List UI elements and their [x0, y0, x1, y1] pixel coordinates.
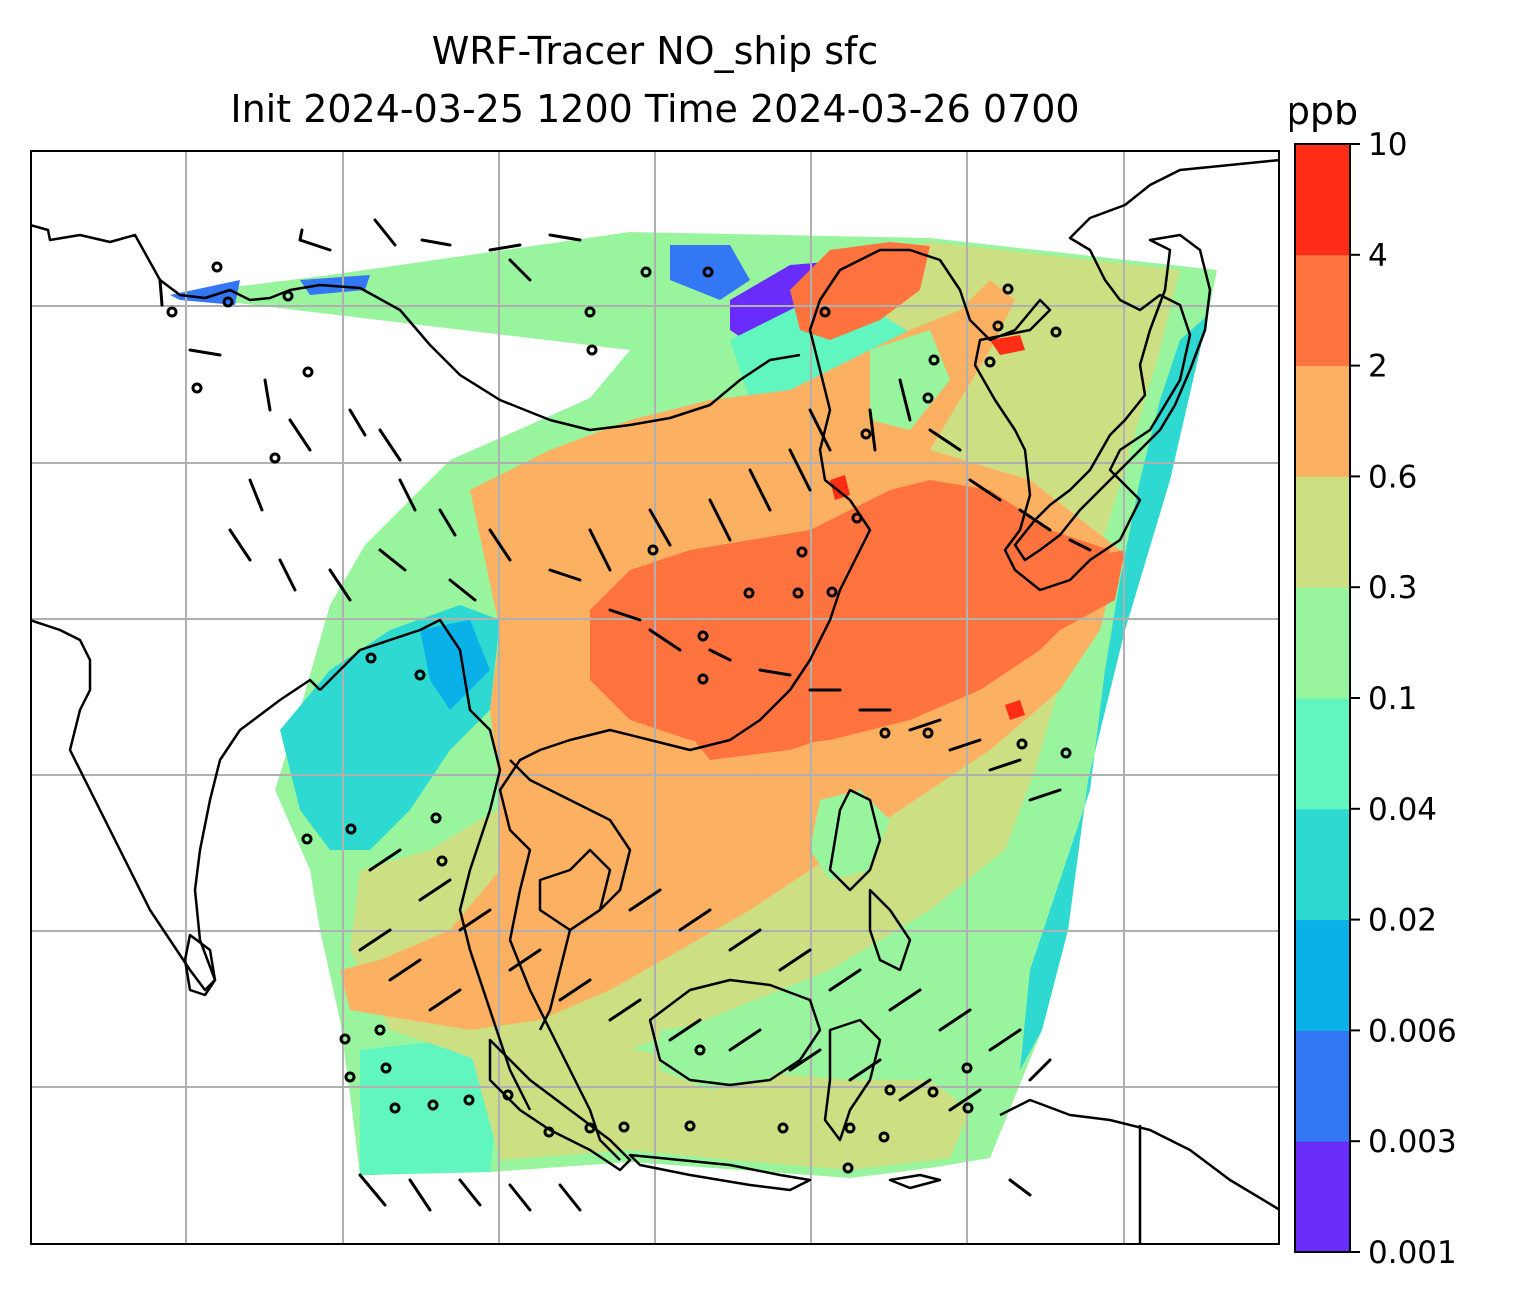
- colorbar-bands: [1295, 144, 1350, 1253]
- colorbar: ppb 0.001 0.003 0.006 0.02 0.04 0.1 0.3 0.6 2 4 10: [1290, 100, 1457, 1271]
- coast-gulf-thailand: [538, 848, 612, 932]
- field-red-hotspot3: [1005, 700, 1025, 720]
- coast-borneo: [648, 978, 822, 1087]
- field-teal-east: [1020, 315, 1208, 1070]
- field-yellowgreen-south: [470, 1040, 970, 1170]
- field-cyan-bay: [420, 620, 490, 710]
- colorbar-tick-label: 0.001: [1368, 1235, 1457, 1271]
- coast-indochina: [509, 759, 632, 1031]
- colorbar-band: [1295, 144, 1350, 256]
- colorbar-tick-label: 2: [1368, 349, 1388, 385]
- colorbar-tick-label: 0.3: [1368, 570, 1417, 606]
- field-green-pocket3: [870, 330, 950, 430]
- coast-india: [30, 618, 321, 992]
- wind-barbs: [158, 218, 1092, 1212]
- coast-japan: [1013, 233, 1212, 562]
- field-redorange-plume-ne: [1010, 550, 1125, 630]
- colorbar-band: [1295, 365, 1350, 477]
- field-fringe-west: [170, 275, 370, 305]
- plot-title: WRF-Tracer NO_ship sfc: [431, 29, 879, 73]
- concentration-field: [170, 232, 1217, 1178]
- coast-sulawesi: [823, 1018, 882, 1142]
- coastlines: [30, 158, 1280, 1245]
- colorbar-band: [1295, 587, 1350, 699]
- field-fringe-north2: [670, 245, 750, 300]
- map-gridlines: [30, 150, 1280, 1245]
- colorbar-tick-label: 4: [1368, 238, 1388, 274]
- colorbar-tick-label: 0.04: [1368, 792, 1437, 828]
- colorbar-tick-label: 0.02: [1368, 903, 1437, 939]
- coast-central-asia: [30, 223, 801, 432]
- colorbar-tick-label: 10: [1368, 127, 1407, 163]
- calm-circles: [166, 261, 1072, 1174]
- map-border: [30, 150, 1280, 1245]
- colorbar-units-label: ppb: [1290, 100, 1358, 133]
- colorbar-band: [1295, 1030, 1350, 1142]
- colorbar-band: [1295, 698, 1350, 810]
- colorbar-band: [1295, 254, 1350, 367]
- colorbar-tick-label: 0.003: [1368, 1124, 1457, 1160]
- colorbar-ticks: 0.001 0.003 0.006 0.02 0.04 0.1 0.3 0.6 2 4 10: [1350, 127, 1457, 1271]
- field-red-hotspot2: [990, 335, 1025, 355]
- colorbar-band: [1295, 1141, 1350, 1253]
- field-redorange-band: [670, 610, 1040, 760]
- field-green-pocket1: [810, 790, 890, 880]
- field-red-hotspot1: [830, 475, 850, 500]
- coast-china-south: [498, 499, 872, 1161]
- colorbar-band: [1295, 808, 1350, 921]
- coast-new-guinea: [999, 1098, 1280, 1212]
- colorbar-tick-label: 0.006: [1368, 1013, 1457, 1049]
- coast-philippines: [828, 788, 912, 972]
- colorbar-tick-label: 0.6: [1368, 459, 1417, 495]
- coast-northeast-asia: [808, 158, 1280, 592]
- map-panel: [30, 150, 1280, 1245]
- plot-subtitle: Init 2024-03-25 1200 Time 2024-03-26 070…: [230, 87, 1080, 131]
- field-green-pocket2: [660, 1020, 790, 1090]
- colorbar-tick-label: 0.1: [1368, 681, 1417, 717]
- coast-myanmar: [319, 618, 532, 1111]
- coast-srilanka: [183, 933, 217, 997]
- colorbar-band: [1295, 476, 1350, 588]
- coast-timor: [888, 1173, 942, 1190]
- colorbar-band: [1295, 919, 1350, 1031]
- coast-java: [628, 1153, 812, 1192]
